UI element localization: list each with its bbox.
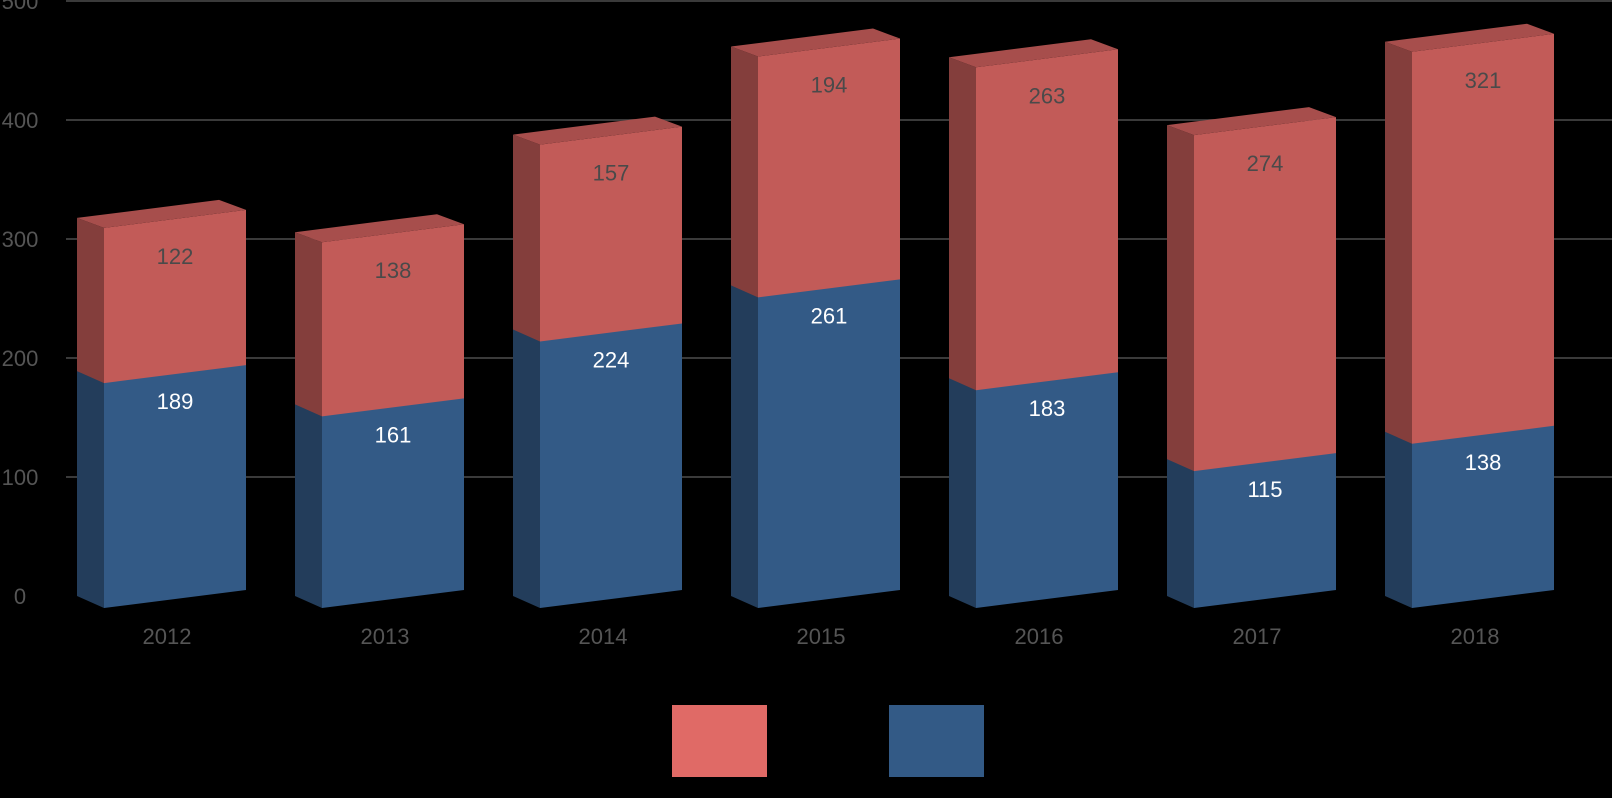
bar-top: [949, 39, 1118, 68]
bar-front: [104, 355, 246, 608]
y-tick-label: 300: [2, 227, 39, 252]
y-tick-label: 200: [2, 346, 39, 371]
bar-front: [1412, 415, 1554, 608]
data-label: 321: [1465, 68, 1502, 93]
x-tick-label: 2016: [1015, 624, 1064, 649]
bar-side: [731, 46, 758, 298]
bar-top: [513, 116, 682, 145]
bar-front: [1194, 117, 1336, 472]
x-tick-label: 2013: [361, 624, 410, 649]
bars: 189 122 161 138 224 157 261 194 183 263 115 274 138 3…: [77, 23, 1554, 608]
legend-swatch: [889, 705, 984, 777]
bar-side: [513, 321, 540, 608]
bar-top: [731, 28, 900, 57]
legend-swatch: [672, 705, 767, 777]
bar-front: [322, 224, 464, 417]
data-label: 274: [1247, 151, 1284, 176]
bar-side: [77, 217, 104, 384]
data-label: 194: [811, 73, 848, 98]
bar-side: [1167, 125, 1194, 472]
y-tick-label: 0: [14, 584, 26, 609]
x-tick-label: 2012: [143, 624, 192, 649]
bar-front: [976, 49, 1118, 391]
data-label: 138: [1465, 450, 1502, 475]
data-label: 183: [1029, 396, 1066, 421]
data-label: 115: [1247, 477, 1282, 502]
y-tick-label: 400: [2, 108, 39, 133]
bar-side: [1167, 451, 1194, 608]
bar-front: [322, 388, 464, 608]
x-tick-label: 2017: [1233, 624, 1282, 649]
bar-front: [540, 126, 682, 342]
bar-top: [1385, 23, 1554, 52]
bar-front: [758, 38, 900, 298]
data-label: 138: [375, 258, 412, 283]
bar-top: [295, 214, 464, 243]
y-tick-label: 100: [2, 465, 39, 490]
bar-front: [758, 269, 900, 608]
bar-front: [540, 313, 682, 608]
data-label: 157: [593, 161, 630, 186]
y-tick-label: 500: [2, 0, 39, 14]
bar-side: [949, 370, 976, 608]
bar-front: [976, 362, 1118, 608]
data-label: 261: [811, 303, 848, 328]
bar-side: [949, 57, 976, 391]
x-axis: 2012 2013 2014 2015 2016 2017 2018: [143, 624, 1500, 649]
bar-front: [1412, 33, 1554, 444]
bar-front: [1194, 443, 1336, 608]
bar-side: [295, 232, 322, 417]
bar-front: [104, 209, 246, 384]
bar-side: [1385, 423, 1412, 608]
bar-top: [77, 199, 246, 228]
y-axis: 0 100 200 300 400 500: [2, 0, 39, 609]
data-label: 161: [375, 422, 412, 447]
bar-side: [731, 277, 758, 608]
x-tick-label: 2014: [579, 624, 628, 649]
bar-top: [1167, 107, 1336, 136]
x-tick-label: 2015: [797, 624, 846, 649]
legend: [672, 705, 984, 777]
data-label: 263: [1029, 83, 1066, 108]
data-label: 122: [157, 244, 194, 269]
bar-side: [77, 363, 104, 608]
bar-side: [513, 134, 540, 342]
data-label: 189: [157, 389, 194, 414]
bar-side: [295, 396, 322, 608]
data-label: 224: [593, 347, 630, 372]
bar-side: [1385, 41, 1412, 444]
x-tick-label: 2018: [1451, 624, 1500, 649]
